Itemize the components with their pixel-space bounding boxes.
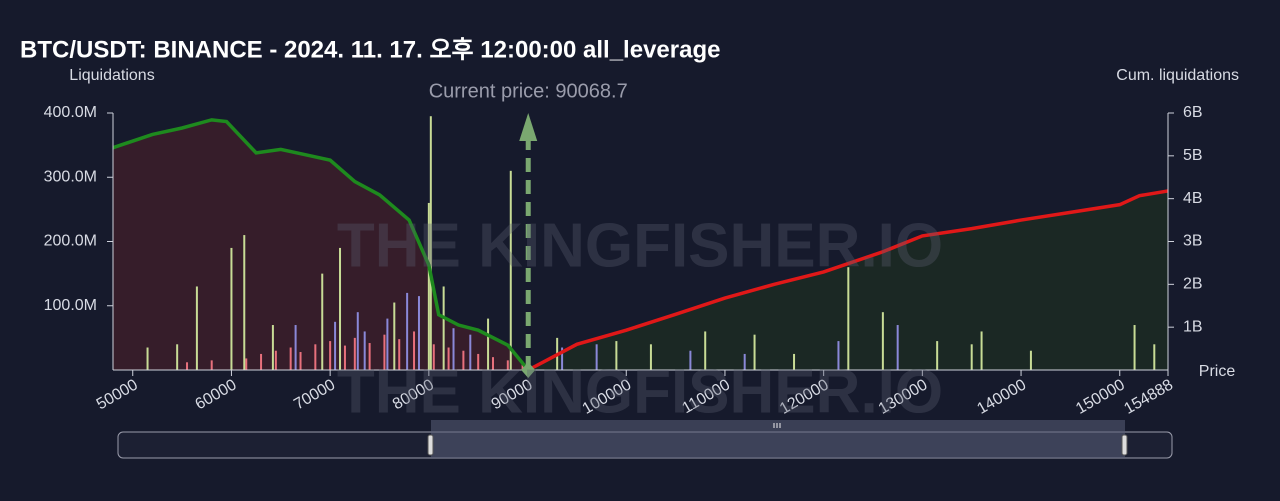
liquidation-bar — [615, 341, 618, 370]
liquidation-bar — [386, 318, 389, 370]
liquidation-bar — [299, 352, 302, 370]
liquidation-bar — [896, 325, 899, 370]
liquidation-bar — [970, 344, 973, 370]
x-tick-label: 70000 — [291, 376, 338, 413]
slider-handle[interactable] — [427, 434, 434, 456]
current-price-label: Current price: 90068.7 — [429, 80, 628, 102]
liquidation-bar — [274, 350, 277, 370]
slider-window[interactable] — [431, 420, 1125, 458]
liquidation-bar — [230, 247, 233, 370]
y2-tick-label: 5B — [1183, 147, 1203, 164]
range-slider[interactable] — [117, 420, 1173, 459]
liquidation-bar — [417, 296, 420, 370]
liquidation-bar — [487, 318, 490, 370]
liquidation-bar — [427, 202, 430, 370]
liquidation-bar — [462, 350, 465, 370]
liquidation-bar — [432, 344, 435, 370]
slider-grip[interactable] — [773, 423, 781, 428]
x-tick-label: 154888 — [1121, 376, 1176, 417]
liquidation-bar — [452, 328, 455, 370]
cum-area — [113, 119, 529, 370]
x-axis-title: Price — [1199, 363, 1236, 380]
plot-area: 100.0M 200.0M 300.0M 400.0M 1B 2B 3B 4B 5B 6B 5000… — [44, 80, 1203, 418]
liquidation-bar — [980, 331, 983, 370]
y-tick-label: 300.0M — [44, 168, 97, 185]
current-price-point — [521, 362, 536, 378]
liquidation-bar — [356, 312, 359, 370]
liquidation-bar — [442, 286, 445, 370]
liquidation-bar — [343, 345, 346, 370]
liquidation-bar — [195, 286, 198, 370]
liquidation-bar — [368, 343, 371, 370]
liquidation-bar — [1029, 350, 1032, 370]
liquidation-bar — [243, 235, 246, 370]
liquidation-bar — [837, 341, 840, 370]
liquidation-bar — [689, 350, 692, 370]
slider-handle[interactable] — [1121, 434, 1128, 456]
x-tick-label: 60000 — [193, 376, 240, 413]
liquidation-bar — [363, 331, 366, 370]
liquidation-bar — [260, 353, 263, 370]
liquidation-bar — [469, 334, 472, 370]
y2-tick-label: 6B — [1183, 104, 1203, 121]
liquidation-bar — [447, 347, 450, 370]
liquidation-bar — [393, 302, 396, 370]
x-tick-label: 150000 — [1073, 376, 1128, 417]
liquidation-bar — [339, 247, 342, 370]
liquidation-bar — [521, 363, 524, 370]
liquidation-bar — [1153, 344, 1156, 370]
cum-line — [112, 118, 530, 372]
liquidation-bar — [506, 360, 509, 370]
liquidation-bar — [334, 321, 337, 370]
liquidation-bar — [413, 331, 416, 370]
liquidation-bar — [271, 325, 274, 370]
liquidation-bar — [289, 347, 292, 370]
liquidation-bar — [649, 344, 652, 370]
liquidation-bar — [793, 353, 796, 370]
y2-axis-title: Cum. liquidations — [1116, 67, 1239, 84]
liquidation-bar — [186, 362, 189, 370]
liquidation-bar — [176, 344, 179, 370]
x-tick-label: 50000 — [94, 376, 141, 413]
liquidation-bar — [477, 353, 480, 370]
liquidation-bar — [353, 337, 356, 370]
x-tick-label: 140000 — [974, 376, 1029, 417]
liquidation-bar — [210, 360, 213, 370]
liquidation-bar — [753, 334, 756, 370]
y-tick-label: 100.0M — [44, 297, 97, 314]
liquidation-bar — [1133, 325, 1136, 370]
liquidation-bar — [595, 344, 598, 370]
liquidation-bar — [936, 341, 939, 370]
y-tick-label: 400.0M — [44, 104, 97, 121]
liquidation-bar — [492, 357, 495, 370]
liquidation-bar — [509, 170, 512, 370]
liquidation-bar — [561, 347, 564, 370]
y-tick-label: 200.0M — [44, 233, 97, 250]
liquidation-bar — [245, 358, 248, 370]
liquidation-bar — [881, 312, 884, 370]
liquidation-bar — [383, 334, 386, 370]
y2-tick-label: 4B — [1183, 190, 1203, 207]
liquidation-bar — [847, 267, 850, 370]
y2-tick-label: 1B — [1183, 318, 1203, 335]
cum-line — [527, 189, 1169, 372]
watermark: THE KINGFISHER.IO — [337, 357, 943, 426]
liquidation-bar — [743, 353, 746, 370]
liquidation-bar — [704, 331, 707, 370]
liquidation-bar — [398, 339, 401, 370]
watermark: THE KINGFISHER.IO — [337, 211, 943, 280]
y-axis-title: Liquidations — [69, 67, 154, 84]
liquidation-bar — [429, 116, 432, 371]
current-price-arrow — [519, 113, 538, 141]
liquidation-bar — [321, 273, 324, 370]
liquidation-bar — [146, 347, 149, 370]
y2-tick-label: 3B — [1183, 233, 1203, 250]
liquidation-bar — [314, 344, 317, 370]
liquidation-bar — [329, 341, 332, 370]
y2-tick-label: 2B — [1183, 276, 1203, 293]
chart-title: BTC/USDT: BINANCE - 2024. 11. 17. 오후 12:… — [20, 36, 720, 63]
liquidation-bar — [294, 325, 297, 370]
liquidation-bar — [406, 292, 409, 370]
